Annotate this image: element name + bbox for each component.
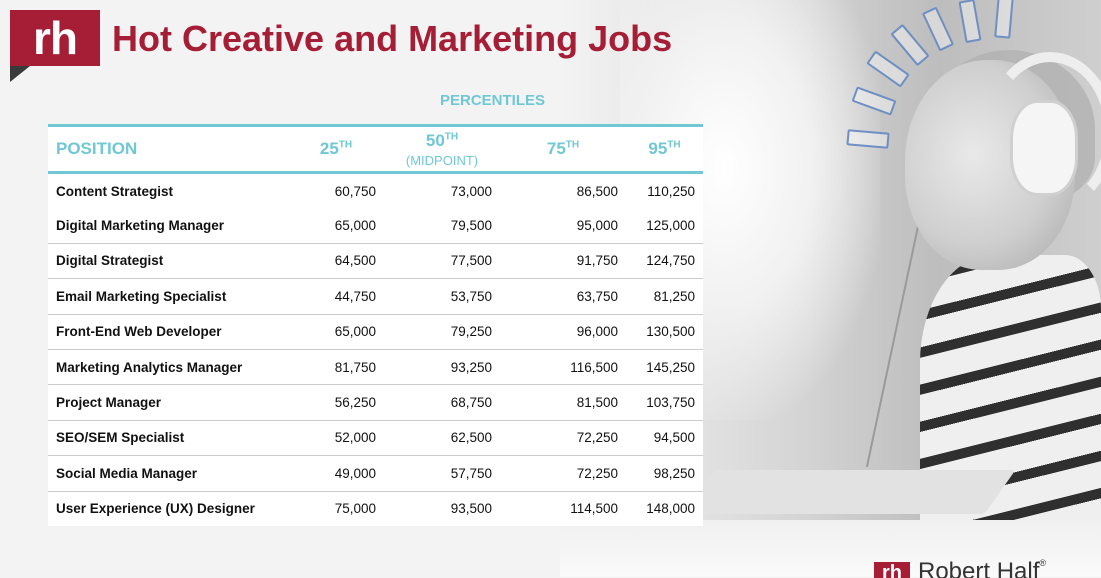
logo-text: rh	[33, 12, 78, 64]
p95-cell: 148,000	[646, 501, 695, 517]
rh-logo-icon: rh	[10, 10, 100, 66]
desk	[560, 520, 1101, 577]
table-row: Email Marketing Specialist 44,750 53,750…	[48, 278, 703, 315]
p50-cell: 79,500	[384, 208, 500, 244]
table-row: User Experience (UX) Designer 75,000 93,…	[48, 491, 703, 526]
p50-cell: 62,500	[384, 420, 500, 457]
p50-cell: 53,750	[384, 278, 500, 315]
brand-name: Robert Half®	[918, 558, 1047, 578]
table-header-row: POSITION 25TH 50TH (MIDPOINT) 75TH 95TH	[48, 125, 703, 173]
p25-cell: 56,250	[288, 384, 384, 421]
p25-cell: 64,500	[288, 243, 384, 280]
page-title: Hot Creative and Marketing Jobs	[112, 18, 673, 59]
table-row: Digital Marketing Manager 65,000 79,500 …	[48, 208, 703, 244]
p25-cell: 81,750	[288, 349, 384, 386]
p95-cell: 110,250	[647, 183, 695, 199]
percentiles-label: PERCENTILES	[440, 92, 546, 109]
p50-cell: 77,500	[384, 243, 500, 280]
p95-cell: 125,000	[626, 208, 703, 244]
p25-cell: 75,000	[334, 501, 376, 517]
robert-half-brand: rh Robert Half®	[874, 558, 1094, 578]
position-cell: Email Marketing Specialist	[48, 278, 288, 315]
p75-cell: 91,750	[500, 243, 626, 280]
position-cell: Social Media Manager	[48, 455, 288, 492]
table-row: Social Media Manager 49,000 57,750 72,25…	[48, 455, 703, 492]
table-row: Content Strategist 60,750 73,000 86,500 …	[48, 173, 703, 209]
p75-cell: 86,500	[576, 183, 618, 199]
headphone-icon	[1010, 100, 1078, 196]
p50-cell: 68,750	[384, 384, 500, 421]
p50-cell: 73,000	[450, 183, 492, 199]
keyboard	[684, 470, 1016, 514]
p95-cell: 145,250	[626, 349, 703, 386]
p50-cell: 57,750	[384, 455, 500, 492]
p25-cell: 49,000	[288, 455, 384, 492]
p25-cell: 52,000	[288, 420, 384, 457]
p75-cell: 95,000	[500, 208, 626, 244]
position-cell: Project Manager	[48, 384, 288, 421]
position-cell: Digital Marketing Manager	[48, 208, 288, 244]
midpoint-note: (MIDPOINT)	[405, 152, 479, 168]
salary-table: POSITION 25TH 50TH (MIDPOINT) 75TH 95TH C…	[48, 124, 703, 526]
table-row: SEO/SEM Specialist 52,000 62,500 72,250 …	[48, 420, 703, 457]
headphone-band-icon	[985, 52, 1101, 212]
column-header-25th: 25TH	[319, 139, 353, 158]
p95-cell: 130,500	[626, 314, 703, 350]
column-header-50th: 50TH (MIDPOINT)	[384, 126, 500, 173]
p50-cell: 79,250	[384, 314, 500, 350]
p50-cell: 93,500	[450, 501, 492, 517]
position-cell: User Experience (UX) Designer	[56, 501, 255, 517]
column-header-95th: 95TH	[648, 139, 681, 158]
table-row: Project Manager 56,250 68,750 81,500 103…	[48, 384, 703, 421]
registered-mark: ®	[1039, 558, 1047, 568]
p95-cell: 98,250	[626, 455, 703, 492]
position-cell: Digital Strategist	[48, 243, 288, 280]
position-cell: Front-End Web Developer	[48, 314, 288, 350]
position-cell: Content Strategist	[56, 183, 174, 199]
logo-tail	[10, 66, 30, 82]
p75-cell: 96,000	[500, 314, 626, 350]
p25-cell: 65,000	[288, 314, 384, 350]
position-cell: Marketing Analytics Manager	[48, 349, 288, 386]
p75-cell: 63,750	[500, 278, 626, 315]
column-header-75th: 75TH	[546, 139, 580, 158]
p75-cell: 114,500	[570, 501, 618, 517]
p95-cell: 81,250	[626, 278, 703, 315]
p75-cell: 72,250	[500, 455, 626, 492]
p95-cell: 94,500	[626, 420, 703, 457]
p95-cell: 124,750	[626, 243, 703, 280]
p25-cell: 44,750	[288, 278, 384, 315]
p95-cell: 103,750	[626, 384, 703, 421]
p75-cell: 116,500	[500, 349, 626, 386]
p25-cell: 60,750	[334, 183, 376, 199]
column-header-position: POSITION	[56, 139, 138, 158]
p75-cell: 81,500	[500, 384, 626, 421]
table-row: Digital Strategist 64,500 77,500 91,750 …	[48, 243, 703, 280]
p75-cell: 72,250	[500, 420, 626, 457]
brand-logo-icon: rh	[874, 562, 910, 578]
table-row: Front-End Web Developer 65,000 79,250 96…	[48, 314, 703, 350]
position-cell: SEO/SEM Specialist	[48, 420, 288, 457]
table-row: Marketing Analytics Manager 81,750 93,25…	[48, 349, 703, 386]
p25-cell: 65,000	[288, 208, 384, 244]
p50-cell: 93,250	[384, 349, 500, 386]
